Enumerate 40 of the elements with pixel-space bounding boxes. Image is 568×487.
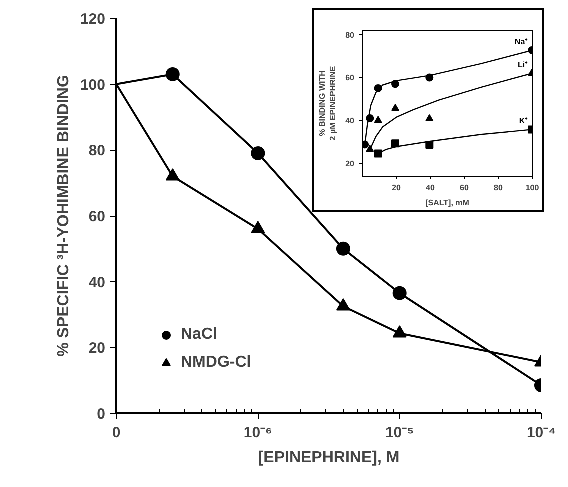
x-tick-label: 40 — [426, 184, 436, 192]
y-tick-label: 20 — [88, 340, 106, 358]
y-tick-label: 80 — [88, 142, 106, 160]
point — [391, 104, 400, 112]
point — [251, 146, 266, 160]
legend-label: NaCl — [181, 326, 218, 344]
y-tick-label: 60 — [346, 74, 356, 83]
y-tick-label: 0 — [97, 406, 106, 423]
x-tick-label: 100 — [526, 184, 540, 192]
point — [426, 114, 434, 122]
x-tick-label: 10⁻⁴ — [526, 424, 556, 442]
x-tick-label: 20 — [392, 184, 402, 192]
y-axis-title: % BINDING WITH 2 µM EPINEPHRINE — [318, 66, 338, 141]
point — [251, 221, 266, 234]
x-tick-label: 10⁻⁶ — [244, 424, 272, 442]
x-axis-title: [EPINEPHRINE], M — [258, 450, 400, 466]
y-tick-label: 100 — [80, 76, 106, 94]
x-tick-label: 0 — [112, 424, 121, 442]
x-tick-label: 10⁻⁵ — [385, 424, 414, 442]
series-label: Li⁺ — [518, 60, 528, 70]
point — [391, 140, 400, 148]
y-axis-title: % SPECIFIC ³H-YOHIMBINE BINDING — [55, 75, 72, 357]
x-axis-title: [SALT], mM — [426, 198, 470, 208]
y-tick-label: 120 — [80, 11, 106, 28]
y-tick-label: 80 — [346, 30, 356, 40]
legend-label: NMDG-Cl — [181, 354, 252, 372]
y-tick-label: 40 — [88, 274, 106, 292]
point — [166, 168, 180, 181]
series-label: K⁺ — [519, 116, 528, 126]
point — [166, 67, 180, 82]
x-tick-label: 60 — [460, 184, 470, 192]
series-label: Na⁺ — [514, 37, 528, 46]
y-tick-label: 60 — [88, 208, 106, 226]
y-tick-label: 20 — [346, 160, 356, 169]
point — [336, 298, 350, 311]
x-tick-label: 80 — [494, 184, 504, 192]
y-tick-label: 40 — [346, 116, 356, 126]
point — [374, 116, 382, 124]
point — [374, 150, 382, 158]
point — [336, 242, 350, 256]
